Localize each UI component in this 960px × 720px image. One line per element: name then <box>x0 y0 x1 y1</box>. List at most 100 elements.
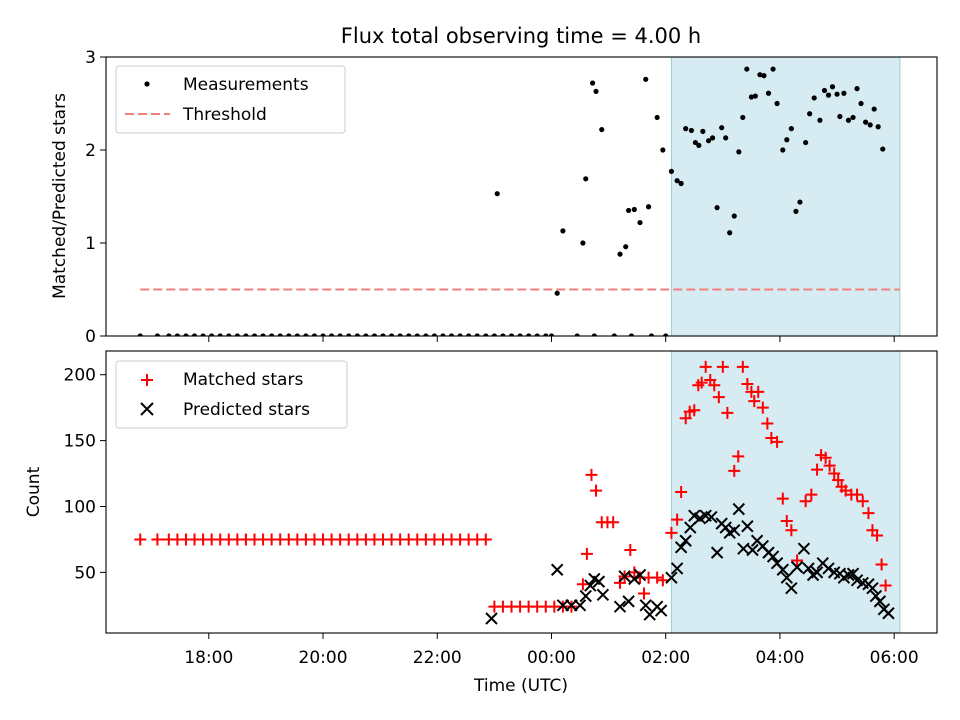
matched-star-point <box>151 533 164 546</box>
measurement-point <box>574 333 580 336</box>
predicted-star-point <box>622 595 635 608</box>
predicted-star-point <box>485 612 498 625</box>
predicted-star-point <box>705 510 718 524</box>
measurement-point <box>617 251 623 257</box>
measurement-point <box>757 72 763 78</box>
measurement-point <box>328 333 335 336</box>
measurement-point <box>705 138 712 144</box>
measurement-point <box>406 333 412 336</box>
measurement-point <box>683 126 689 132</box>
measurement-point <box>483 333 489 336</box>
top-legend: Measurements Threshold <box>115 65 346 134</box>
measurement-point <box>807 111 813 117</box>
measurement-point <box>637 219 643 226</box>
bottom-panel: 50 100 150 200 18:00 20:00 22:00 00:00 02:00 04:… <box>24 350 938 696</box>
matched-stars-points <box>134 360 892 613</box>
predicted-star-point <box>732 502 746 516</box>
chart-title: Flux total observing time = 4.00 h <box>341 24 701 48</box>
top-panel: 0 1 2 3 Matched/Predicted stars Measurement… <box>50 48 938 347</box>
predicted-star-point <box>639 599 652 612</box>
legend-predicted-marker <box>140 402 154 416</box>
measurement-point <box>841 90 847 96</box>
measurement-point <box>645 204 652 210</box>
matched-star-point <box>665 526 678 539</box>
measurement-point <box>554 290 560 296</box>
measurement-point <box>183 333 189 336</box>
matched-star-point <box>832 474 845 487</box>
measurement-point <box>474 333 480 336</box>
legend-measurements-label: Measurements <box>183 75 309 95</box>
measurement-point <box>788 126 794 132</box>
measurement-point <box>678 180 684 187</box>
matched-star-point <box>708 379 721 392</box>
measurement-point <box>251 333 258 336</box>
measurement-point <box>414 333 420 336</box>
y-tick-label: 50 <box>74 563 96 583</box>
measurement-point <box>674 178 680 184</box>
matched-star-point <box>761 417 774 430</box>
measurement-point <box>234 333 240 336</box>
x-tick-label: 04:00 <box>755 648 804 668</box>
measurement-point <box>731 213 737 219</box>
predicted-star-point <box>846 567 860 580</box>
measurement-point <box>311 333 318 336</box>
measurement-point <box>500 333 506 336</box>
top-y-axis-label: Matched/Predicted stars <box>50 93 70 299</box>
measurement-point <box>137 333 143 336</box>
matched-star-point <box>805 488 818 501</box>
measurement-point <box>709 135 716 141</box>
measurement-point <box>277 333 283 336</box>
predicted-star-point <box>797 542 811 555</box>
matched-star-point <box>851 488 864 501</box>
matched-star-point <box>699 360 712 373</box>
measurement-point <box>803 139 809 146</box>
matched-star-point <box>741 377 754 390</box>
predicted-star-point <box>873 595 887 608</box>
measurement-point <box>854 86 860 92</box>
bottom-x-ticks: 18:00 20:00 22:00 00:00 02:00 04:00 06:00 <box>184 633 919 668</box>
measurement-point <box>593 88 599 95</box>
measurement-point <box>590 80 596 86</box>
measurement-point <box>243 333 249 336</box>
bottom-y-ticks: 50 100 150 200 <box>64 366 106 583</box>
measurement-point <box>337 333 343 336</box>
measurement-point <box>817 117 823 123</box>
matched-star-point <box>614 576 627 589</box>
measurement-point <box>648 333 655 336</box>
measurement-point <box>508 333 515 336</box>
matched-star-point <box>736 360 749 373</box>
measurement-point <box>583 176 589 182</box>
measurement-point <box>774 100 780 107</box>
measurement-point <box>880 146 886 152</box>
measurement-point <box>821 87 828 94</box>
matched-star-point <box>695 376 708 389</box>
measurement-point <box>200 333 206 336</box>
matched-star-point <box>756 401 769 414</box>
measurement-point <box>668 168 675 174</box>
predicted-star-point <box>746 543 759 557</box>
measurement-point <box>217 333 223 336</box>
measurement-point <box>811 95 817 101</box>
top-x-ticks <box>208 336 895 342</box>
predicted-star-point <box>628 572 641 586</box>
measurement-point <box>660 147 666 153</box>
bottom-axes-frame <box>105 350 938 634</box>
legend-threshold-label: Threshold <box>182 105 267 125</box>
observing-window-shade-bottom <box>670 350 901 634</box>
measurement-point <box>744 66 750 72</box>
measurement-point <box>829 84 836 90</box>
matched-star-point <box>823 459 836 472</box>
measurement-point <box>700 128 706 134</box>
legend-measurements-marker <box>144 81 150 87</box>
matched-star-point <box>656 574 669 587</box>
measurement-point <box>631 206 637 213</box>
measurement-point <box>723 135 729 141</box>
predicted-star-point <box>822 562 835 575</box>
legend-matched-marker <box>141 374 153 386</box>
matched-star-point <box>811 463 824 476</box>
measurement-point <box>825 92 832 98</box>
predicted-star-point <box>684 521 697 534</box>
matched-star-point <box>791 554 804 567</box>
measurement-point <box>423 333 429 336</box>
measurement-point <box>837 113 843 120</box>
